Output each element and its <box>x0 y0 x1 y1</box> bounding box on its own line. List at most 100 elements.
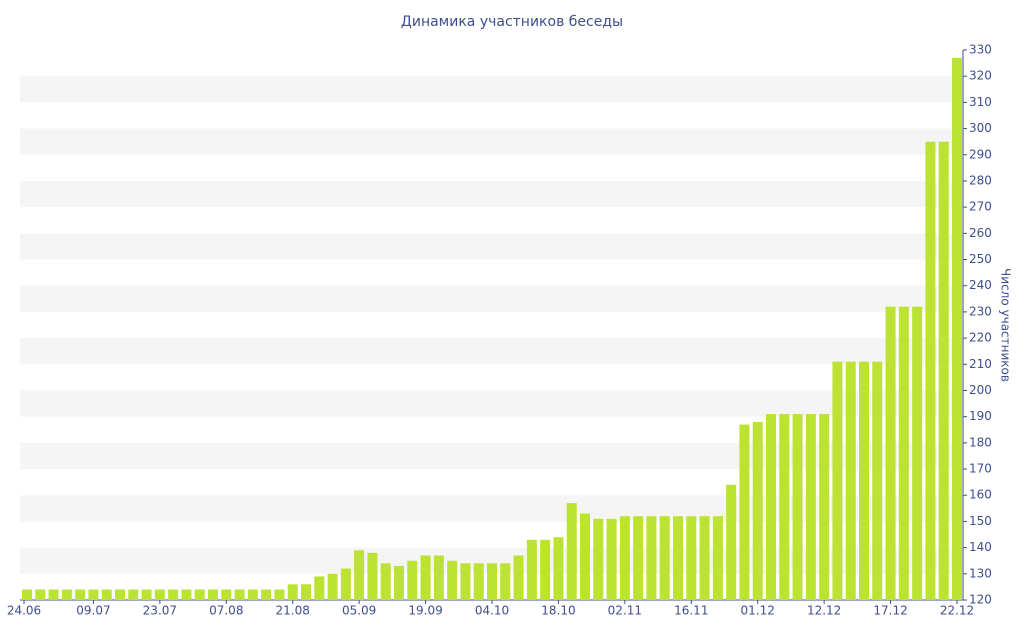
grid-band <box>20 76 963 103</box>
bar <box>487 563 497 600</box>
bar <box>115 589 125 600</box>
bar <box>593 518 604 600</box>
y-tick-label: 240 <box>969 278 992 292</box>
bar <box>872 361 883 600</box>
bar <box>739 424 750 600</box>
y-tick-label: 210 <box>969 357 992 371</box>
bar <box>859 361 869 600</box>
bar <box>500 563 511 600</box>
y-tick-label: 200 <box>969 383 992 397</box>
x-tick-label: 12.12 <box>807 604 841 618</box>
y-tick-label: 300 <box>969 121 992 135</box>
bar <box>938 141 949 600</box>
bar <box>327 573 338 600</box>
y-tick-label: 270 <box>969 200 992 214</box>
bar <box>712 516 723 600</box>
x-tick-label: 22.12 <box>940 604 974 618</box>
bar <box>61 589 72 600</box>
bar <box>394 565 404 600</box>
bar <box>659 516 670 600</box>
grid-band <box>20 128 963 155</box>
grid-band <box>20 442 963 470</box>
y-tick-label: 260 <box>969 226 992 240</box>
bar <box>952 57 962 601</box>
y-tick-label: 170 <box>969 462 992 476</box>
bar <box>673 516 683 600</box>
x-tick-label: 19.09 <box>408 604 442 618</box>
y-axis-label: Число участников <box>999 268 1013 382</box>
y-tick-label: 150 <box>969 514 992 528</box>
bar <box>314 576 325 600</box>
bar <box>885 306 896 600</box>
y-tick-label: 250 <box>969 252 992 266</box>
bar <box>75 589 86 600</box>
bar <box>433 555 444 600</box>
grid-band <box>20 233 963 260</box>
x-tick-label: 23.07 <box>143 604 177 618</box>
grid-band <box>20 495 963 522</box>
bar <box>128 589 139 600</box>
bar <box>898 306 909 600</box>
bar <box>367 552 378 600</box>
y-tick-label: 130 <box>969 566 992 580</box>
bar <box>420 555 431 600</box>
bar <box>513 555 524 600</box>
bar <box>566 503 577 600</box>
bar <box>619 516 630 600</box>
bar <box>526 539 537 600</box>
bar <box>247 589 258 600</box>
bar <box>354 550 365 600</box>
bar <box>301 584 311 600</box>
bar <box>88 589 99 600</box>
y-tick-label: 180 <box>969 435 992 449</box>
bar <box>792 414 803 600</box>
y-tick-label: 310 <box>969 95 992 109</box>
bar <box>912 306 923 600</box>
bar <box>287 584 298 600</box>
bar <box>752 421 763 600</box>
x-tick-label: 02.11 <box>608 604 642 618</box>
bar <box>646 516 657 600</box>
y-tick-label: 190 <box>969 409 992 423</box>
grid-band <box>20 180 963 208</box>
grid-band <box>20 338 963 365</box>
bar <box>779 414 790 600</box>
bar <box>208 589 218 600</box>
bar <box>48 589 59 600</box>
x-tick-label: 04.10 <box>475 604 509 618</box>
bar <box>221 589 232 600</box>
bar <box>845 361 856 600</box>
bar <box>261 589 272 600</box>
bar <box>168 589 179 600</box>
bar <box>460 563 471 600</box>
bar <box>101 589 112 600</box>
y-tick-label: 290 <box>969 147 992 161</box>
bar <box>35 589 46 600</box>
y-tick-label: 220 <box>969 331 992 345</box>
x-tick-label: 05.09 <box>342 604 376 618</box>
bar <box>447 560 458 600</box>
grid-band <box>20 390 963 417</box>
bar <box>154 589 165 600</box>
grid-band <box>20 285 963 312</box>
x-tick-label: 09.07 <box>76 604 110 618</box>
x-tick-label: 21.08 <box>276 604 310 618</box>
x-tick-label: 01.12 <box>741 604 775 618</box>
bar <box>340 568 351 600</box>
bar <box>234 589 245 600</box>
x-tick-label: 17.12 <box>873 604 907 618</box>
bar <box>766 414 776 600</box>
bar <box>580 513 590 600</box>
bar <box>553 537 564 600</box>
y-tick-label: 140 <box>969 540 992 554</box>
x-tick-label: 07.08 <box>209 604 243 618</box>
bar <box>141 589 152 600</box>
y-tick-label: 330 <box>969 43 992 57</box>
chart-title: Динамика участников беседы <box>401 14 623 30</box>
bar <box>686 516 697 600</box>
bar <box>819 414 830 600</box>
bar <box>22 589 32 600</box>
bar <box>181 589 192 600</box>
y-tick-label: 280 <box>969 173 992 187</box>
